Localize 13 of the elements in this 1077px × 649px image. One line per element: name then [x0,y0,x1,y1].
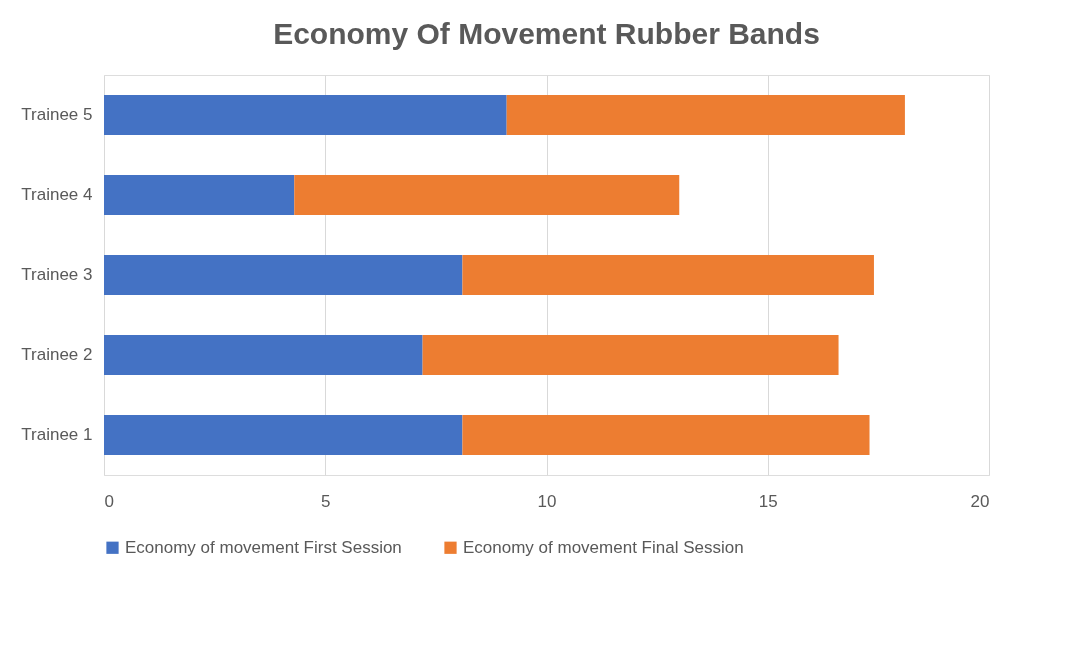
y-tick-label: Trainee 1 [21,425,93,444]
x-tick-label: 10 [537,491,557,511]
y-tick-label: Trainee 4 [21,185,93,204]
x-tick-label: 0 [104,491,114,511]
x-tick-label: 15 [758,491,778,511]
legend-label: Economy of movement Final Session [463,537,744,557]
x-tick-label: 5 [321,491,331,511]
x-tick-label: 20 [970,491,990,511]
y-tick-label: Trainee 2 [21,345,93,364]
y-tick-label: Trainee 5 [21,105,93,124]
y-tick-label: Trainee 3 [21,265,93,284]
chart-title: Economy Of Movement Rubber Bands [273,17,820,50]
legend-label: Economy of movement First Session [125,537,402,557]
